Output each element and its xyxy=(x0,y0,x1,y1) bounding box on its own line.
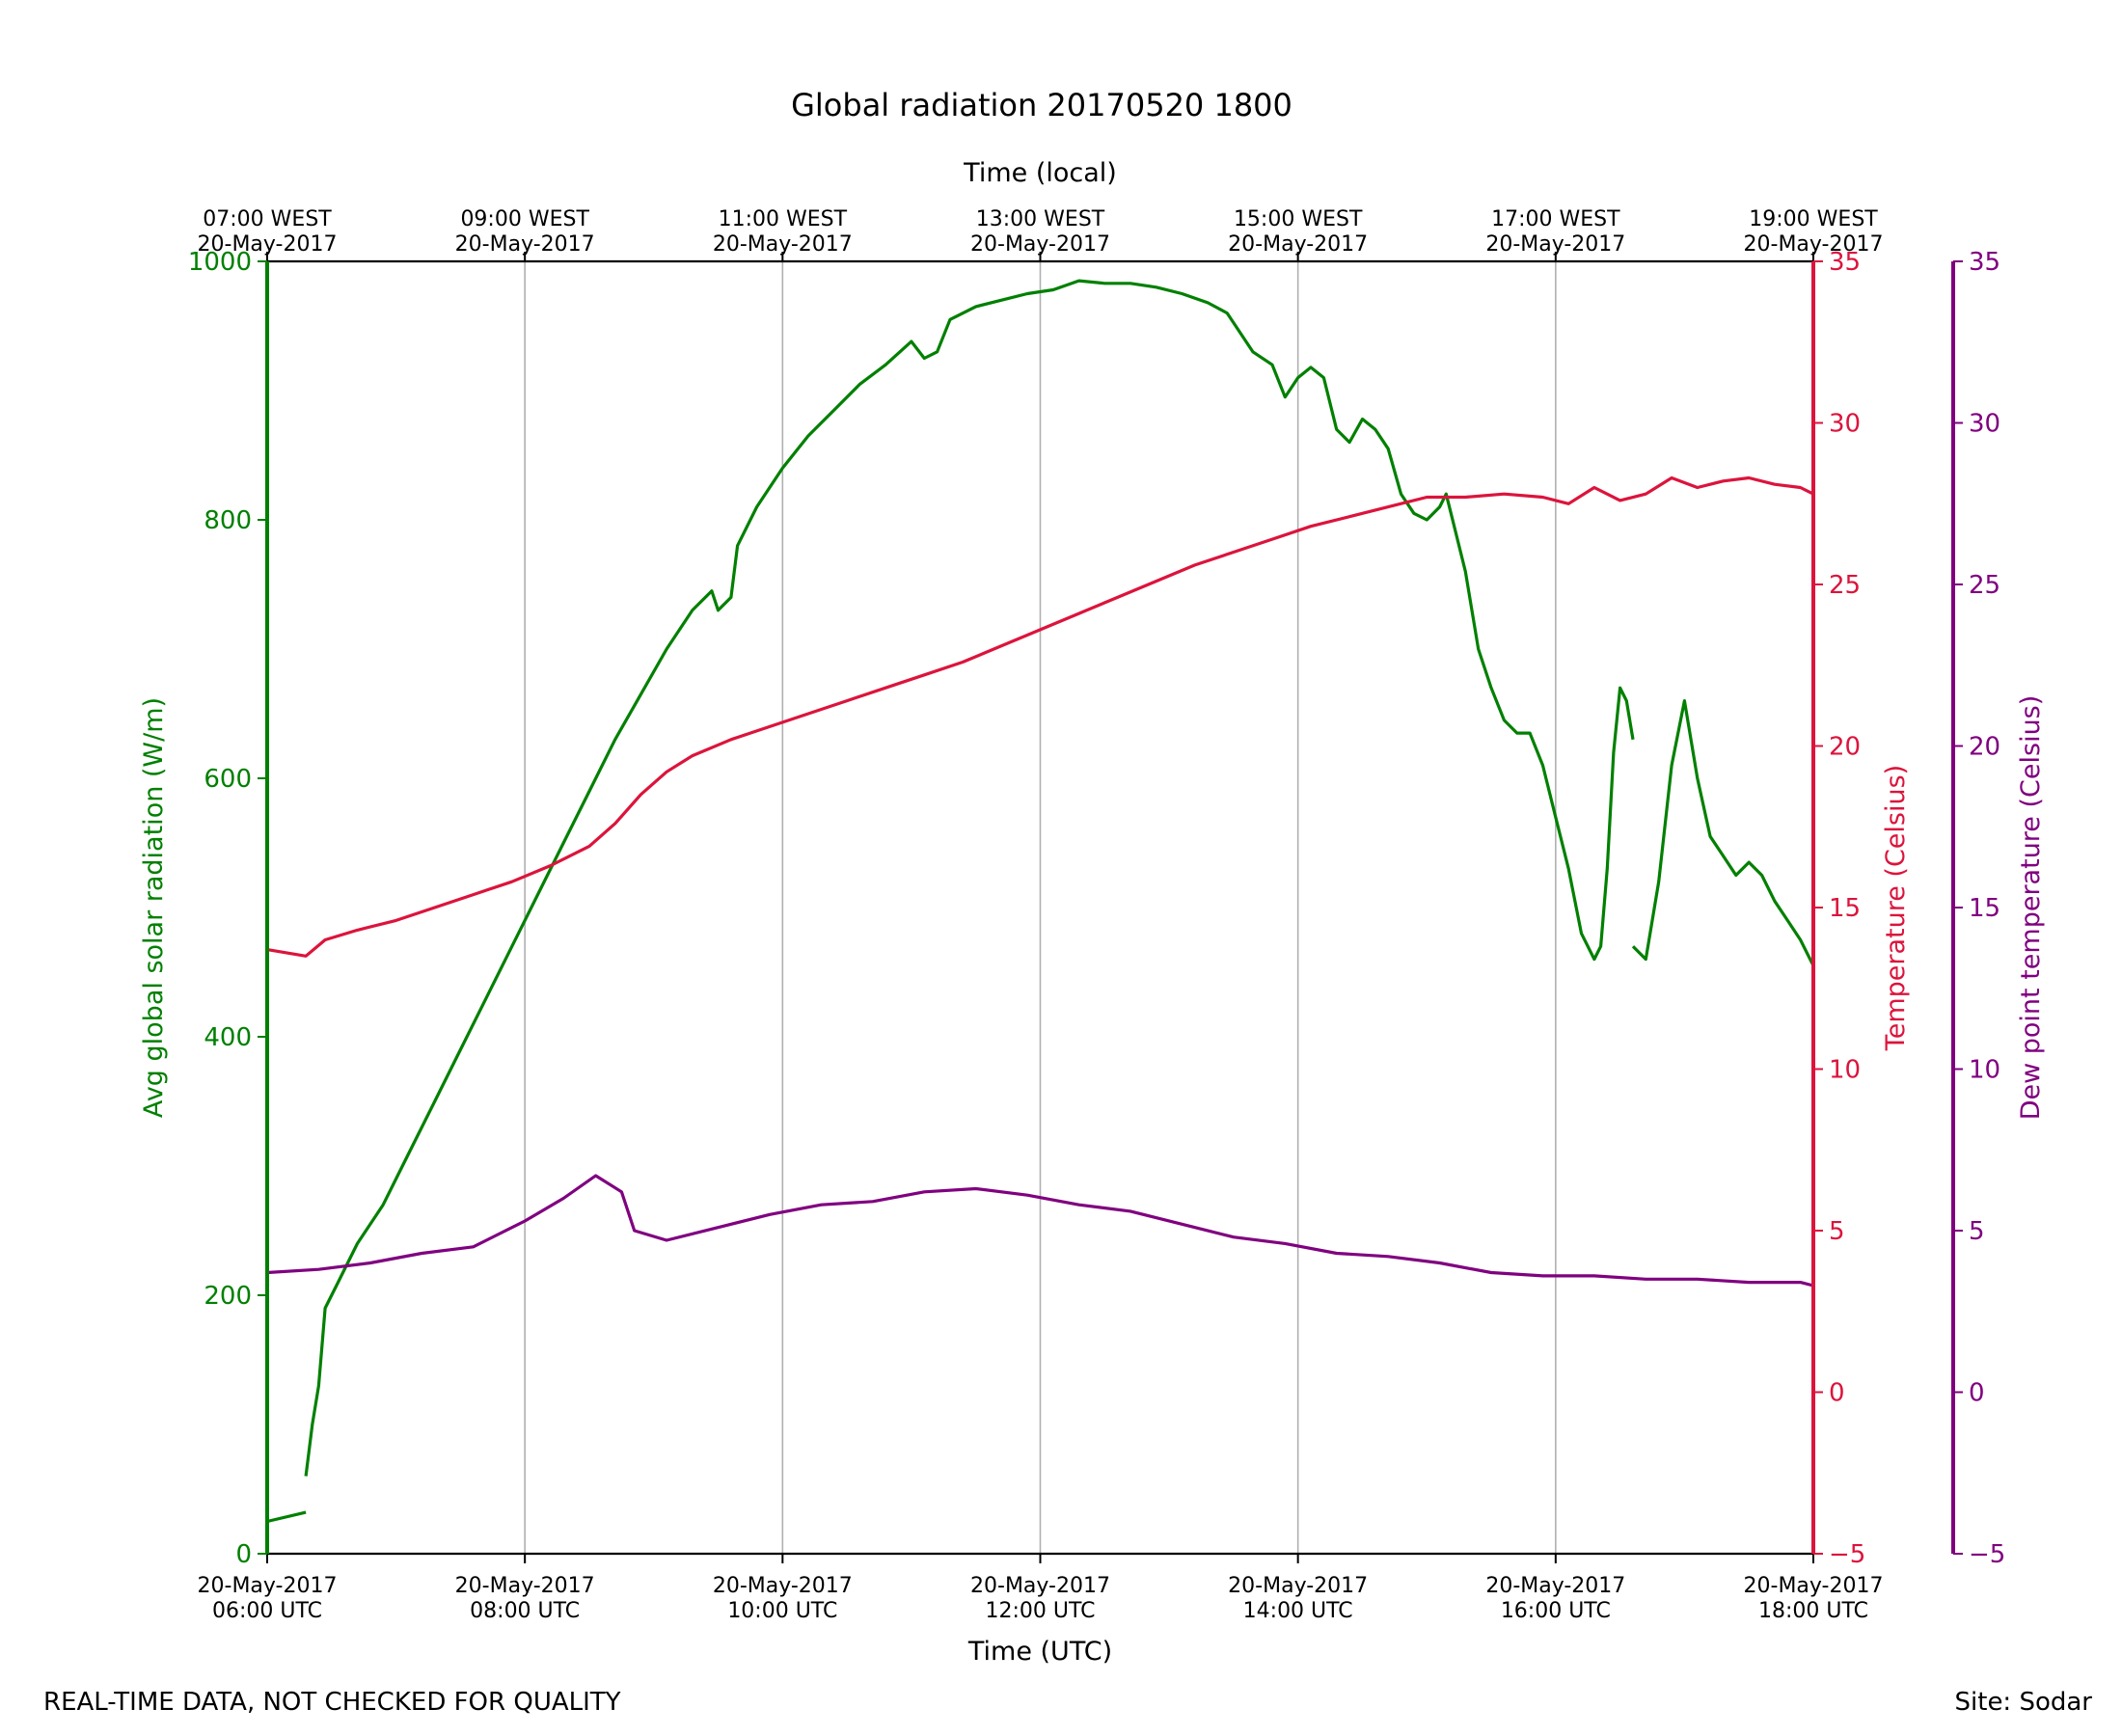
y2-tick-label: 25 xyxy=(1829,571,1861,600)
x2-tick-label: 20-May-2017 xyxy=(455,232,595,257)
y-tick-label: 400 xyxy=(204,1023,252,1052)
y-axis-label: Avg global solar radiation (W/m) xyxy=(139,697,169,1118)
series-layer xyxy=(265,261,1815,1554)
x2-tick-label: 11:00 WEST xyxy=(719,207,848,231)
y-tick-label: 1000 xyxy=(188,248,252,277)
x-tick-label: 20-May-2017 xyxy=(198,1574,338,1598)
y3-axis-label: Dew point temperature (Celsius) xyxy=(2016,695,2046,1121)
footer-disclaimer: REAL-TIME DATA, NOT CHECKED FOR QUALITY xyxy=(43,1688,621,1717)
y3-tick-label: −5 xyxy=(1969,1540,2005,1569)
y3-tick-label: 25 xyxy=(1969,571,2000,600)
y2-tick-label: 15 xyxy=(1829,894,1861,923)
footer-site: Site: Sodar xyxy=(1954,1688,2092,1717)
x2-tick-label: 20-May-2017 xyxy=(970,232,1110,257)
x2-tick-label: 13:00 WEST xyxy=(976,207,1105,231)
x-tick-label: 20-May-2017 xyxy=(455,1574,595,1598)
x-tick-label: 20-May-2017 xyxy=(1485,1574,1625,1598)
y-axis-radiation: 0 200 400 600 800 1000 Avg global solar radiat… xyxy=(139,248,267,1569)
x2-tick-label: 20-May-2017 xyxy=(198,232,338,257)
chart-title: Global radiation 20170520 1800 xyxy=(791,87,1292,123)
x2-tick-label: 20-May-2017 xyxy=(713,232,853,257)
series-line-temperature xyxy=(266,475,1815,958)
x-axis-label: Time (UTC) xyxy=(967,1637,1112,1667)
y3-tick-label: 0 xyxy=(1969,1379,1985,1408)
x-tick-label: 14:00 UTC xyxy=(1243,1599,1353,1623)
y2-tick-label: 20 xyxy=(1829,733,1861,762)
x-tick-label: 12:00 UTC xyxy=(985,1599,1095,1623)
y3-tick-label: 10 xyxy=(1969,1056,2000,1085)
series-line-dewpoint xyxy=(266,1174,1814,1288)
series-line-radiation xyxy=(266,1510,307,1524)
y-axis-dewpoint: −5 0 5 10 15 20 25 30 35 Dew point temperature (C… xyxy=(1953,248,2046,1569)
x2-tick-label: 09:00 WEST xyxy=(460,207,589,231)
x2-tick-label: 17:00 WEST xyxy=(1491,207,1620,231)
x2-tick-label: 15:00 WEST xyxy=(1234,207,1363,231)
y2-axis-label: Temperature (Celsius) xyxy=(1881,765,1911,1051)
grid-lines xyxy=(266,261,1814,1554)
x-tick-label: 20-May-2017 xyxy=(713,1574,853,1598)
x2-tick-label: 20-May-2017 xyxy=(1744,232,1884,257)
y2-tick-label: 35 xyxy=(1829,248,1861,277)
plot-frame xyxy=(265,259,1955,1556)
y-tick-label: 800 xyxy=(204,506,252,535)
series-line-radiation xyxy=(304,279,1635,1477)
y3-tick-label: 35 xyxy=(1969,248,2000,277)
y2-tick-label: 0 xyxy=(1829,1379,1845,1408)
x-tick-label: 06:00 UTC xyxy=(212,1599,322,1623)
y2-tick-label: −5 xyxy=(1829,1540,1865,1569)
y3-tick-label: 30 xyxy=(1969,410,2000,439)
y2-tick-label: 10 xyxy=(1829,1056,1861,1085)
y2-tick-label: 5 xyxy=(1829,1217,1845,1246)
x-tick-label: 16:00 UTC xyxy=(1501,1599,1611,1623)
y3-tick-label: 20 xyxy=(1969,733,2000,762)
x-tick-label: 10:00 UTC xyxy=(727,1599,837,1623)
y2-tick-label: 30 xyxy=(1829,410,1861,439)
y-tick-label: 0 xyxy=(235,1540,252,1569)
x-tick-label: 18:00 UTC xyxy=(1758,1599,1868,1623)
x-tick-label: 20-May-2017 xyxy=(1744,1574,1884,1598)
x2-axis-label: Time (local) xyxy=(963,158,1117,188)
x2-tick-label: 20-May-2017 xyxy=(1228,232,1368,257)
x-tick-label: 20-May-2017 xyxy=(970,1574,1110,1598)
series-line-radiation xyxy=(1631,698,1815,1330)
y3-tick-label: 15 xyxy=(1969,894,2000,923)
x2-tick-label: 20-May-2017 xyxy=(1485,232,1625,257)
y3-tick-label: 5 xyxy=(1969,1217,1985,1246)
x2-tick-label: 07:00 WEST xyxy=(203,207,332,231)
x-tick-label: 20-May-2017 xyxy=(1228,1574,1368,1598)
x-tick-label: 08:00 UTC xyxy=(470,1599,580,1623)
y-tick-label: 600 xyxy=(204,765,252,794)
y-axis-temperature: −5 0 5 10 15 20 25 30 35 Temperature (Celsius) xyxy=(1813,248,1911,1569)
y-tick-label: 200 xyxy=(204,1282,252,1311)
x2-tick-label: 19:00 WEST xyxy=(1749,207,1878,231)
